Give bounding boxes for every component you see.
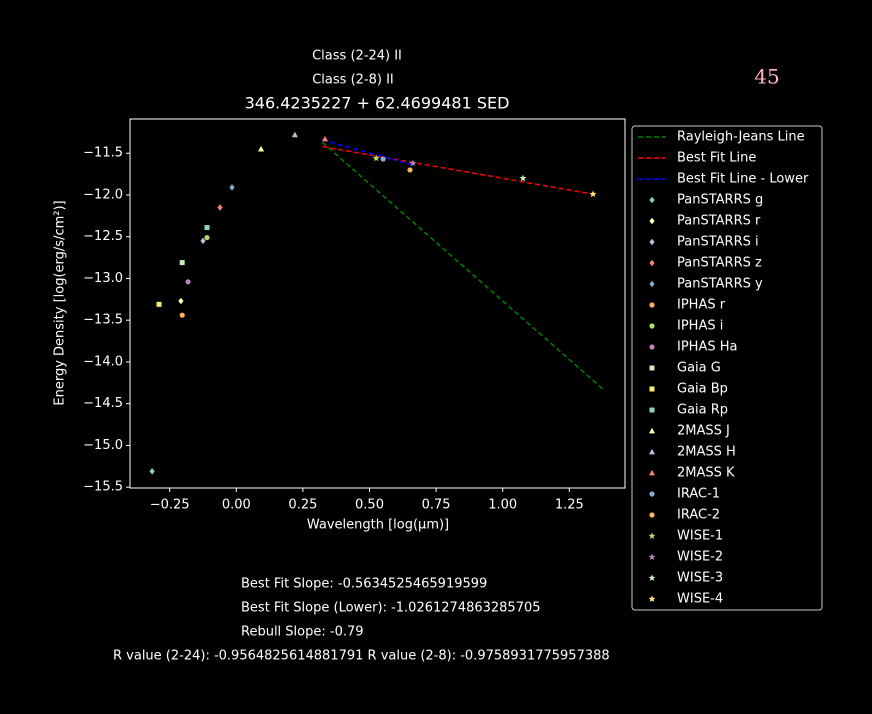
legend-swatch (649, 386, 655, 392)
point (156, 301, 162, 307)
point (589, 190, 597, 198)
legend-swatch (648, 532, 656, 539)
legend-label: 2MASS J (677, 424, 730, 439)
legend-label: 2MASS H (677, 445, 736, 460)
point (200, 237, 206, 245)
y-tick-label: −12.0 (83, 187, 123, 202)
legend-label: Rayleigh-Jeans Line (677, 130, 805, 145)
annotation: Rebull Slope: -0.79 (241, 625, 364, 640)
legend-swatch (649, 448, 655, 455)
legend-label: IPHAS i (677, 319, 723, 334)
legend-swatch (649, 427, 655, 434)
annotation: Best Fit Slope: -0.5634525465919599 (241, 577, 487, 592)
y-tick-label: −13.0 (83, 271, 123, 286)
y-tick-label: −11.5 (83, 146, 123, 161)
point (291, 131, 298, 138)
legend-label: PanSTARRS g (677, 193, 763, 208)
y-tick-label: −12.5 (83, 229, 123, 244)
x-tick-label: 0.25 (288, 498, 317, 513)
y-tick-label: −13.5 (83, 313, 123, 328)
legend-label: Gaia Rp (677, 403, 728, 418)
legend-label: Gaia Bp (677, 382, 728, 397)
legend-label: Best Fit Line (677, 151, 756, 166)
legend-swatch (649, 365, 655, 371)
legend-label: Gaia G (677, 361, 721, 376)
legend-box (631, 125, 823, 611)
legend-label: WISE-2 (677, 550, 723, 565)
legend-swatch (649, 217, 655, 225)
point (407, 167, 413, 173)
point (185, 279, 191, 285)
point (258, 145, 265, 152)
plot-frame (129, 118, 626, 489)
legend-swatch (649, 196, 655, 204)
point (204, 234, 210, 241)
fit-line (321, 141, 604, 391)
x-tick-label: −0.25 (150, 498, 190, 513)
legend-swatch (649, 259, 655, 267)
legend-label: PanSTARRS z (677, 256, 762, 271)
chart-title: 346.4235227 + 62.4699481 SED (245, 94, 510, 113)
legend-swatch (649, 491, 655, 497)
x-tick-label: 0.50 (355, 498, 384, 513)
x-tick-label: 0.00 (222, 498, 251, 513)
legend-label: IRAC-1 (677, 487, 720, 502)
legend-label: PanSTARRS y (677, 277, 763, 292)
point (179, 260, 185, 266)
subtitle: Class (2-24) II (312, 49, 402, 64)
point (519, 174, 527, 182)
legend-label: IPHAS r (677, 298, 726, 313)
fit-line (322, 145, 598, 196)
legend-label: PanSTARRS i (677, 235, 759, 250)
legend-swatch (649, 323, 655, 329)
legend-swatch (648, 574, 656, 581)
y-tick-label: −14.0 (83, 354, 123, 369)
subtitle: Class (2-8) II (312, 73, 394, 88)
legend-label: WISE-3 (677, 571, 723, 586)
legend-swatch (649, 280, 655, 288)
y-tick-label: −14.5 (83, 396, 123, 411)
legend-label: 2MASS K (677, 466, 735, 481)
point (149, 468, 155, 475)
corner-text: 45 (754, 65, 779, 89)
legend-label: IRAC-2 (677, 508, 720, 523)
legend-swatch (649, 344, 655, 350)
legend-swatch (649, 302, 655, 308)
point (372, 154, 380, 162)
y-tick-label: −15.5 (83, 480, 123, 495)
legend-label: Best Fit Line - Lower (677, 172, 809, 187)
legend-swatch (649, 238, 655, 246)
annotation: R value (2-24): -0.9564825614881791 R va… (113, 649, 610, 664)
x-tick-label: 0.75 (422, 498, 451, 513)
y-axis-label: Energy Density [log(erg/s/cm²)] (53, 200, 68, 405)
point (322, 135, 329, 142)
point (204, 225, 210, 231)
annotation: Best Fit Slope (Lower): -1.0261274863285… (241, 601, 541, 616)
legend-swatch (649, 407, 655, 413)
legend-label: WISE-4 (677, 592, 723, 607)
point (178, 297, 184, 305)
x-tick-label: 1.00 (488, 498, 517, 513)
point (380, 156, 386, 162)
legend-swatch (649, 469, 655, 476)
legend-swatch (649, 512, 655, 518)
legend-swatch (648, 595, 656, 602)
point (409, 159, 417, 167)
point (179, 312, 185, 318)
y-tick-label: −15.0 (83, 438, 123, 453)
legend-label: WISE-1 (677, 529, 723, 544)
x-axis-label: Wavelength [log(μm)] (307, 518, 449, 533)
legend-swatch (648, 553, 656, 560)
x-tick-label: 1.25 (555, 498, 584, 513)
legend-label: IPHAS Ha (677, 340, 737, 355)
legend-label: PanSTARRS r (677, 214, 761, 229)
point (229, 184, 235, 191)
point (217, 204, 223, 211)
